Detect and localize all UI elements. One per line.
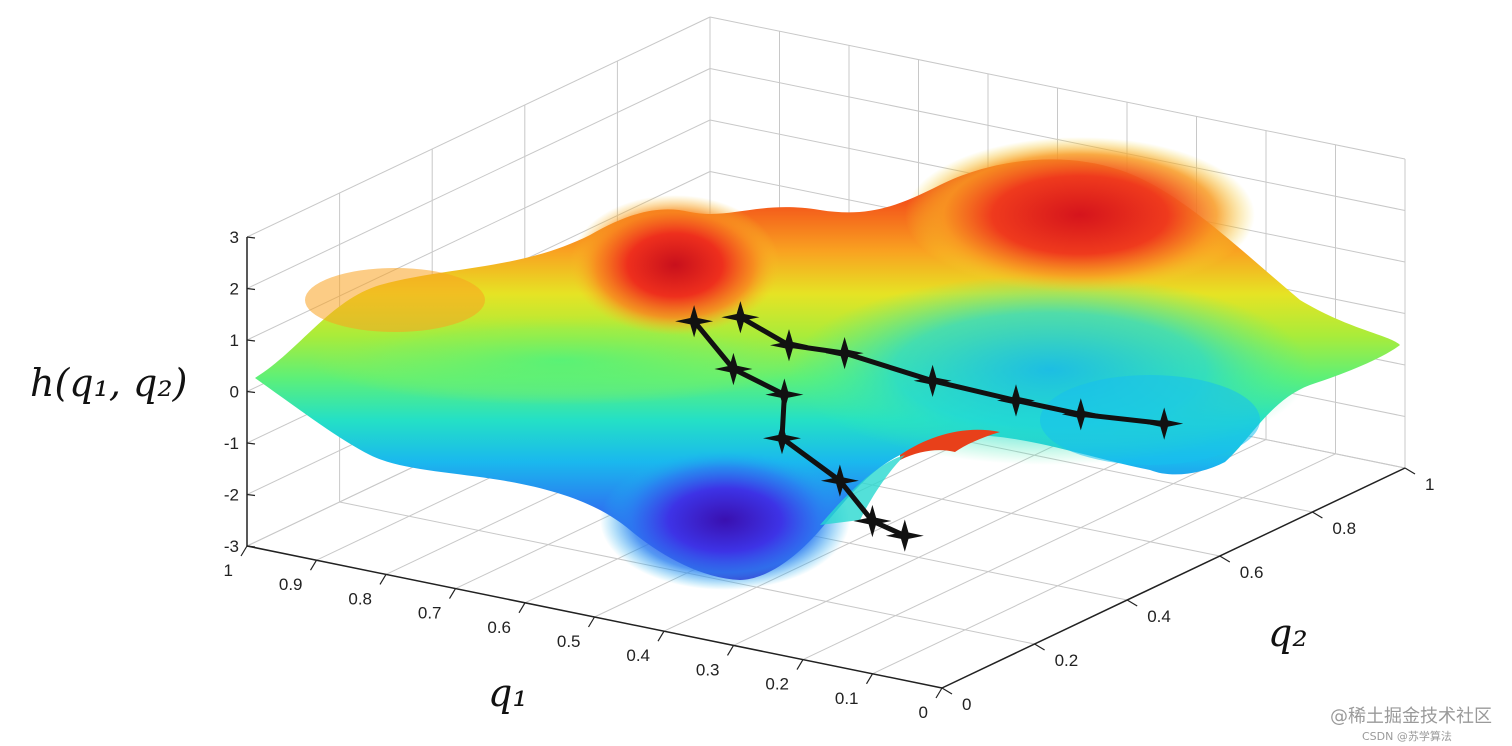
z-tick-mark bbox=[246, 339, 256, 342]
z-axis-label: h(q₁, q₂) bbox=[30, 361, 187, 405]
q1-tick-mark bbox=[240, 545, 248, 557]
z-tick-mark bbox=[246, 236, 256, 239]
gradient-paths bbox=[675, 301, 1184, 552]
q1-tick-label: 0.2 bbox=[765, 675, 789, 694]
q1-tick-label: 0.6 bbox=[487, 618, 511, 637]
q2-axis-line bbox=[941, 467, 1406, 689]
q1-tick-label: 0.7 bbox=[418, 604, 442, 623]
path-step-marker bbox=[763, 422, 801, 455]
q1-tick-mark bbox=[796, 659, 804, 670]
lower-fold bbox=[820, 455, 905, 525]
q2-axis-label: q₂ bbox=[1268, 611, 1308, 655]
path-step-marker bbox=[1061, 398, 1100, 431]
green-ridge bbox=[310, 315, 810, 405]
z-tick-mark bbox=[246, 390, 256, 394]
q1-tick-label: 0.3 bbox=[696, 660, 720, 679]
q2-tick-label: 0 bbox=[962, 695, 971, 714]
path-step-marker bbox=[721, 301, 760, 334]
q1-tick-label: 0.8 bbox=[348, 589, 372, 608]
axes: 3 2 1 0 -1 -2 -3 1 0.9 0.8 0.7 0.6 0.5 0.4 0.3 0.2 0.1 0 0… bbox=[224, 228, 1435, 722]
z-tick-label: 3 bbox=[230, 228, 239, 247]
floor-grid-line bbox=[802, 439, 1267, 661]
q1-tick-label: 0 bbox=[919, 703, 928, 722]
z-tick-label: 1 bbox=[230, 331, 239, 350]
z-tick-mark bbox=[246, 493, 256, 497]
z-tick-mark bbox=[246, 287, 256, 291]
q1-tick-label: 0.9 bbox=[279, 575, 303, 594]
q2-tick-label: 0.8 bbox=[1332, 519, 1356, 538]
wall-grid-line bbox=[709, 16, 1406, 160]
q2-tick-mark bbox=[1034, 643, 1045, 651]
path-step-marker bbox=[770, 329, 808, 362]
watermark-csdn: CSDN @苏学算法 bbox=[1362, 729, 1452, 743]
q1-tick-mark bbox=[448, 588, 457, 599]
z-tick-mark bbox=[246, 545, 256, 548]
q2-tick-mark bbox=[941, 687, 953, 695]
q2-tick-mark bbox=[1126, 599, 1138, 607]
z-tick-label: -1 bbox=[224, 434, 239, 453]
path-step-marker bbox=[1145, 407, 1184, 440]
q1-tick-label: 0.4 bbox=[626, 646, 650, 665]
q1-tick-mark bbox=[726, 645, 735, 656]
q2-tick-mark bbox=[1404, 467, 1416, 475]
peak-right bbox=[905, 137, 1255, 293]
path-step-marker bbox=[820, 464, 859, 497]
peak-left bbox=[570, 195, 780, 335]
path-step-marker bbox=[885, 519, 924, 552]
peak-left-shoulder bbox=[305, 268, 485, 332]
watermark-juejin: @稀土掘金技术社区 bbox=[1330, 706, 1492, 727]
path-step-marker bbox=[675, 305, 714, 338]
z-tick-label: -3 bbox=[224, 537, 239, 556]
q2-tick-mark bbox=[1219, 555, 1231, 563]
q1-tick-label: 0.1 bbox=[835, 689, 859, 708]
z-tick-label: 0 bbox=[230, 383, 239, 402]
path-step-marker bbox=[714, 352, 753, 386]
q1-tick-mark bbox=[865, 673, 874, 685]
path-step-marker bbox=[853, 504, 892, 538]
q2-tick-label: 1 bbox=[1425, 475, 1434, 494]
q1-tick-mark bbox=[309, 559, 318, 571]
surface-mesh bbox=[255, 137, 1400, 590]
valley bbox=[600, 450, 850, 590]
q1-tick-mark bbox=[518, 602, 526, 614]
floor-grid-line bbox=[872, 453, 1336, 675]
z-tick-mark bbox=[246, 442, 256, 445]
path-step-marker bbox=[997, 384, 1035, 417]
path-step-marker bbox=[825, 337, 864, 370]
q2-tick-label: 0.4 bbox=[1147, 607, 1171, 626]
path-step-marker bbox=[765, 378, 804, 411]
q1-tick-mark bbox=[657, 630, 665, 642]
q1-tick-label: 0.5 bbox=[557, 632, 581, 651]
wall-grid-line bbox=[246, 16, 711, 238]
q2-tick-label: 0.6 bbox=[1240, 563, 1264, 582]
q2-tick-mark bbox=[1312, 511, 1323, 519]
q1-tick-mark bbox=[935, 687, 943, 699]
q2-tick-label: 0.2 bbox=[1055, 651, 1079, 670]
wall-grid-line bbox=[246, 68, 711, 289]
z-tick-label: 2 bbox=[230, 280, 239, 299]
q1-tick-label: 1 bbox=[224, 561, 233, 580]
path-step-marker bbox=[913, 364, 952, 397]
red-fold bbox=[900, 429, 1000, 460]
q1-axis-label: q₁ bbox=[488, 671, 528, 715]
q1-tick-mark bbox=[587, 616, 596, 628]
q1-tick-mark bbox=[379, 574, 387, 585]
z-tick-label: -2 bbox=[224, 486, 239, 505]
